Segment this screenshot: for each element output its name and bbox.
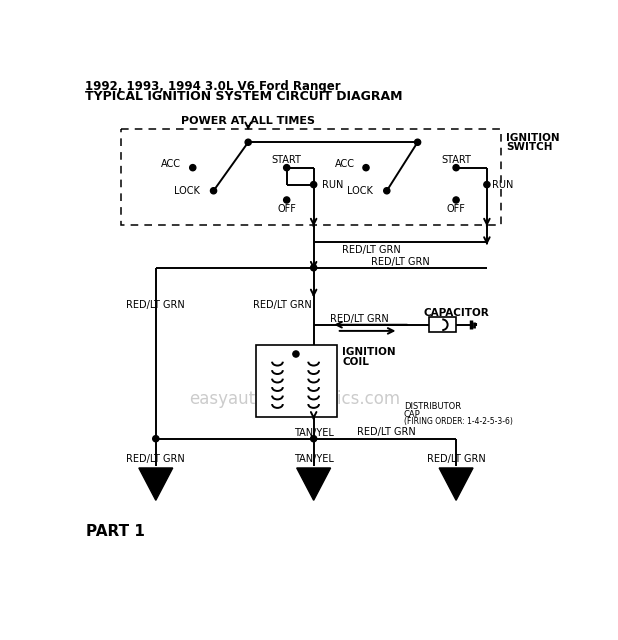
Circle shape [284,197,290,203]
Text: START: START [272,155,302,165]
Text: B: B [308,478,319,492]
Text: PART 1: PART 1 [87,524,145,539]
Text: IGNITION: IGNITION [506,133,560,143]
Text: CAP: CAP [404,410,420,419]
Circle shape [293,351,299,357]
Text: RED/LT GRN: RED/LT GRN [426,454,486,464]
Bar [256,345,337,417]
Text: TAN/YEL: TAN/YEL [294,428,334,438]
Circle shape [363,164,369,171]
Text: 1992, 1993, 1994 3.0L V6 Ford Ranger: 1992, 1993, 1994 3.0L V6 Ford Ranger [85,80,341,93]
Text: C: C [451,478,461,492]
Circle shape [384,188,390,194]
Text: START: START [441,155,471,165]
Text: RED/LT GRN: RED/LT GRN [371,257,430,267]
Text: RED/LT GRN: RED/LT GRN [342,245,400,255]
Text: RED/LT GRN: RED/LT GRN [357,427,416,436]
Text: CAPACITOR: CAPACITOR [423,308,489,318]
Text: SWITCH: SWITCH [506,142,552,152]
Bar [121,129,501,225]
Circle shape [153,436,159,442]
Circle shape [453,164,459,171]
Circle shape [415,139,421,145]
Bar [429,317,456,332]
Circle shape [190,164,196,171]
Text: COIL: COIL [342,356,369,367]
Polygon shape [297,468,331,500]
Text: OFF: OFF [447,204,465,214]
Polygon shape [439,468,473,500]
Text: RED/LT GRN: RED/LT GRN [127,301,185,310]
Text: TYPICAL IGNITION SYSTEM CIRCUIT DIAGRAM: TYPICAL IGNITION SYSTEM CIRCUIT DIAGRAM [85,90,402,103]
Text: TAN/YEL: TAN/YEL [294,454,334,464]
Text: RED/LT GRN: RED/LT GRN [331,314,389,324]
Text: IGNITION: IGNITION [342,348,396,358]
Circle shape [245,139,252,145]
Text: POWER AT ALL TIMES: POWER AT ALL TIMES [181,116,315,127]
Circle shape [311,182,316,188]
Text: RUN: RUN [322,180,344,189]
Circle shape [453,197,459,203]
Text: A: A [150,478,161,492]
Text: OFF: OFF [277,204,296,214]
Text: (FIRING ORDER: 1-4-2-5-3-6): (FIRING ORDER: 1-4-2-5-3-6) [404,417,512,426]
Circle shape [211,188,217,194]
Text: ACC: ACC [161,159,181,169]
Text: RED/LT GRN: RED/LT GRN [253,301,312,310]
Polygon shape [139,468,173,500]
Text: ACC: ACC [334,159,355,169]
Circle shape [311,265,316,271]
Circle shape [484,182,490,188]
Text: easyautodiagnostics.com: easyautodiagnostics.com [189,390,400,408]
Text: DISTRIBUTOR: DISTRIBUTOR [404,402,461,411]
Circle shape [284,164,290,171]
Circle shape [311,436,316,442]
Text: LOCK: LOCK [174,186,200,196]
Text: LOCK: LOCK [347,186,373,196]
Text: RUN: RUN [491,180,513,189]
Text: RED/LT GRN: RED/LT GRN [127,454,185,464]
